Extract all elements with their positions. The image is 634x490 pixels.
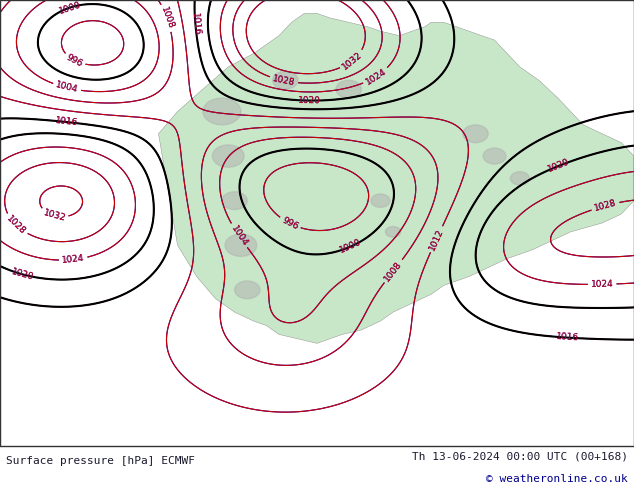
Text: 1004: 1004 [55,81,79,95]
Text: 1016: 1016 [555,332,579,343]
Circle shape [463,125,488,143]
Circle shape [222,192,247,210]
Text: © weatheronline.co.uk: © weatheronline.co.uk [486,474,628,484]
Text: 1016: 1016 [190,13,201,36]
Text: 1020: 1020 [10,267,34,282]
Text: 1028: 1028 [593,198,618,213]
Text: 1028: 1028 [272,74,296,87]
Circle shape [336,80,361,98]
Text: 1024: 1024 [61,254,85,265]
Text: 1016: 1016 [55,117,79,128]
Text: 1012: 1012 [427,227,445,251]
Text: 1032: 1032 [340,50,364,71]
Text: 996: 996 [280,216,300,231]
Text: 996: 996 [65,52,84,69]
Text: 996: 996 [65,52,84,69]
Text: 1016: 1016 [190,13,201,36]
Text: 1028: 1028 [4,214,27,236]
Text: 1008: 1008 [159,5,175,30]
Text: 1000: 1000 [339,238,363,255]
Text: 1028: 1028 [4,214,27,236]
Text: 996: 996 [280,216,300,231]
Text: 1008: 1008 [159,5,175,30]
Text: 1004: 1004 [229,223,249,247]
Circle shape [203,98,241,125]
Polygon shape [158,13,634,343]
Text: 1008: 1008 [383,259,404,283]
Text: 1004: 1004 [229,223,249,247]
Circle shape [371,194,390,207]
Circle shape [385,226,401,237]
Text: 1024: 1024 [61,254,85,265]
Text: 1028: 1028 [272,74,296,87]
Text: Th 13-06-2024 00:00 UTC (00+168): Th 13-06-2024 00:00 UTC (00+168) [411,452,628,462]
Text: 1032: 1032 [42,208,67,223]
Text: Surface pressure [hPa] ECMWF: Surface pressure [hPa] ECMWF [6,456,195,466]
Circle shape [225,234,257,256]
Text: 1020: 1020 [297,96,321,105]
Text: 1020: 1020 [297,96,321,105]
Text: 1004: 1004 [55,81,79,95]
Circle shape [273,72,298,89]
Text: 1028: 1028 [593,198,618,213]
Circle shape [235,281,260,299]
Text: 1032: 1032 [340,50,364,71]
Circle shape [212,145,244,167]
Text: 1024: 1024 [364,67,388,86]
Text: 1016: 1016 [555,332,579,343]
Text: 1024: 1024 [364,67,388,86]
Circle shape [510,172,529,185]
Text: 1000: 1000 [58,0,82,15]
Text: 1032: 1032 [42,208,67,223]
Text: 1000: 1000 [58,0,82,15]
Text: 1020: 1020 [547,157,571,174]
Text: 1020: 1020 [547,157,571,174]
Text: 1000: 1000 [339,238,363,255]
Text: 1024: 1024 [591,280,614,289]
Text: 1016: 1016 [55,117,79,128]
Text: 1012: 1012 [427,227,445,251]
Text: 1020: 1020 [10,267,34,282]
Text: 1008: 1008 [383,259,404,283]
Text: 1024: 1024 [591,280,614,289]
Circle shape [483,148,506,164]
